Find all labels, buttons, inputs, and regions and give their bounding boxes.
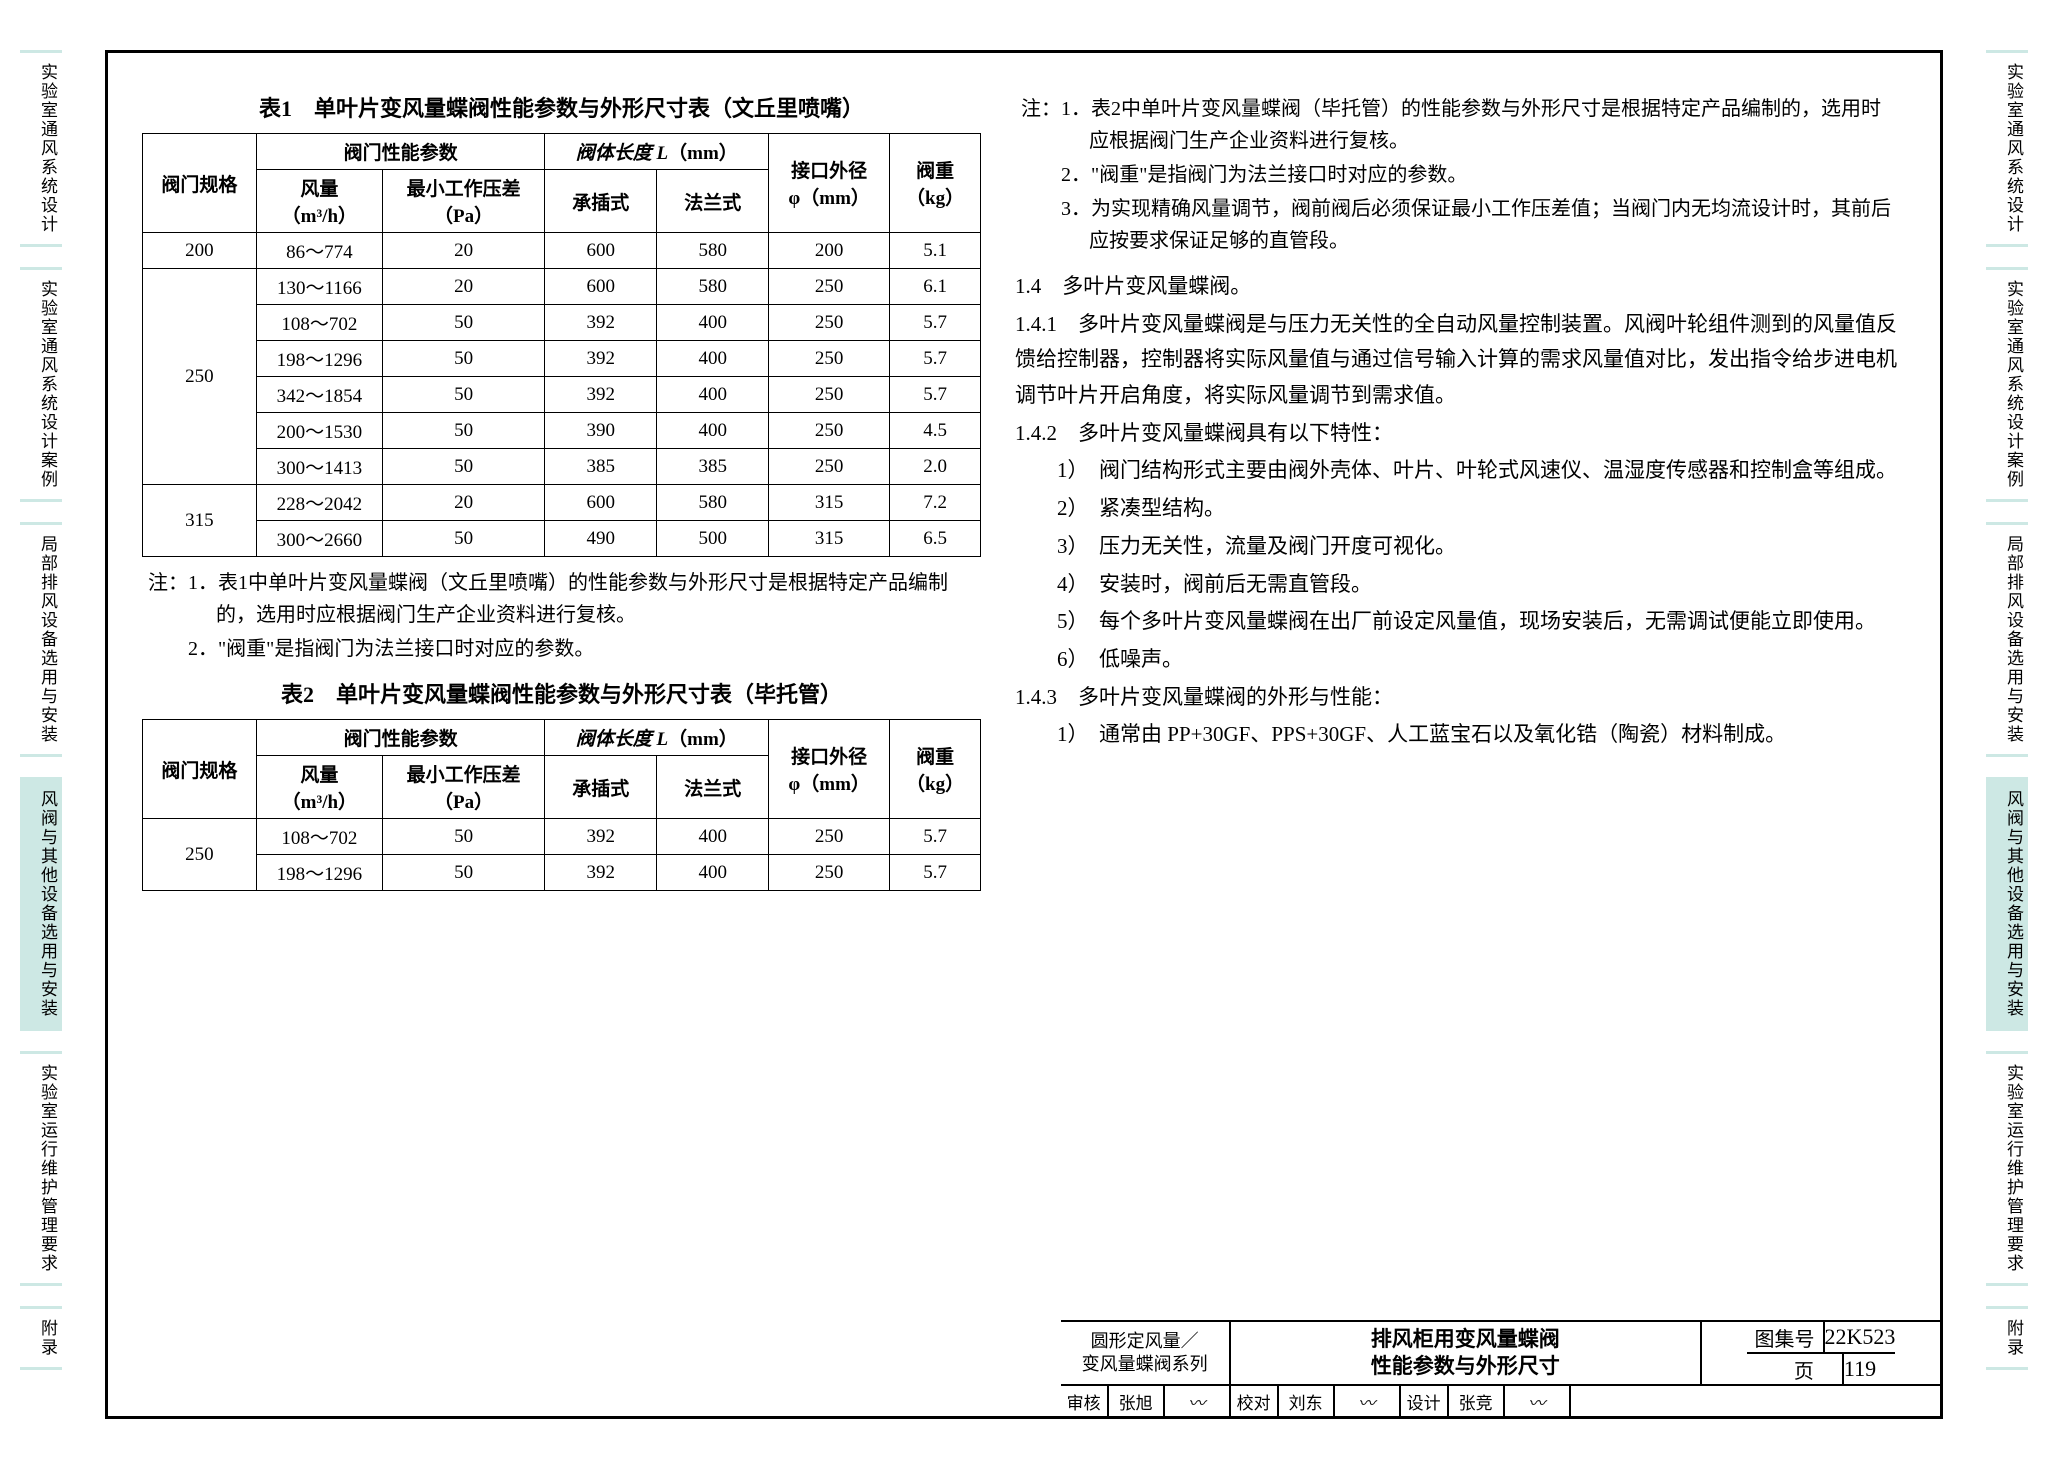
side-tab[interactable]: 附录	[1986, 1306, 2028, 1370]
body-paragraph: 1） 通常由 PP+30GF、PPS+30GF、人工蓝宝石以及氧化锆（陶瓷）材料…	[1015, 717, 1906, 753]
side-tab[interactable]: 实验室通风系统设计	[20, 50, 62, 247]
table-row: 108～702503924002505.7	[143, 305, 981, 341]
table-row: 198～1296503924002505.7	[143, 855, 981, 891]
atlas-label: 图集号	[1747, 1322, 1825, 1352]
side-tab[interactable]: 局部排风设备选用与安装	[20, 522, 62, 757]
body-paragraph: 6） 低噪声。	[1015, 642, 1906, 678]
note-line: 注：1．表1中单叶片变风量蝶阀（文丘里喷嘴）的性能参数与外形尺寸是根据特定产品编…	[216, 567, 975, 631]
tb-series: 圆形定风量／ 变风量蝶阀系列	[1061, 1322, 1231, 1384]
table1: 阀门规格阀门性能参数阀体长度 L（mm）接口外径 φ（mm）阀重 （kg）风量 …	[142, 133, 981, 557]
side-tabs-right: 实验室通风系统设计实验室通风系统设计案例局部排风设备选用与安装风阀与其他设备选用…	[1986, 50, 2028, 1390]
tb-sig-cell: 〰	[1165, 1386, 1231, 1416]
tb-sig-filler	[1571, 1386, 1940, 1416]
table-row: 20086～774206005802005.1	[143, 233, 981, 269]
tb-sig-cell: 刘东	[1279, 1386, 1335, 1416]
page-frame: 表1 单叶片变风量蝶阀性能参数与外形尺寸表（文丘里喷嘴） 阀门规格阀门性能参数阀…	[105, 50, 1943, 1419]
body-paragraph: 2） 紧凑型结构。	[1015, 491, 1906, 527]
side-tab[interactable]: 实验室通风系统设计	[1986, 50, 2028, 247]
body-paragraph: 1.4.2 多叶片变风量蝶阀具有以下特性：	[1015, 416, 1906, 452]
body-paragraph: 1.4.1 多叶片变风量蝶阀是与压力无关性的全自动风量控制装置。风阀叶轮组件测到…	[1015, 307, 1906, 414]
table-row: 200～1530503904002504.5	[143, 413, 981, 449]
side-tab[interactable]: 实验室通风系统设计案例	[20, 267, 62, 502]
body-paragraph: 5） 每个多叶片变风量蝶阀在出厂前设定风量值，现场安装后，无需调试便能立即使用。	[1015, 604, 1906, 640]
page-label: 页	[1766, 1354, 1844, 1384]
tb-sig-cell: 〰	[1335, 1386, 1401, 1416]
side-tab[interactable]: 实验室运行维护管理要求	[20, 1051, 62, 1286]
note-line: 2．"阀重"是指阀门为法兰接口时对应的参数。	[216, 633, 975, 665]
right-column: 注：1．表2中单叶片变风量蝶阀（毕托管）的性能参数与外形尺寸是根据特定产品编制的…	[1015, 83, 1906, 1308]
tb-sig-cell: 张竞	[1449, 1386, 1505, 1416]
side-tab[interactable]: 风阀与其他设备选用与安装	[20, 777, 62, 1031]
table-row: 342～1854503924002505.7	[143, 377, 981, 413]
side-tab[interactable]: 附录	[20, 1306, 62, 1370]
side-tab[interactable]: 实验室运行维护管理要求	[1986, 1051, 2028, 1286]
table-row: 315228～2042206005803157.2	[143, 485, 981, 521]
table2: 阀门规格阀门性能参数阀体长度 L（mm）接口外径 φ（mm）阀重 （kg）风量 …	[142, 719, 981, 891]
tb-signatures: 审核张旭〰校对刘东〰设计张竞〰	[1061, 1386, 1940, 1416]
left-column: 表1 单叶片变风量蝶阀性能参数与外形尺寸表（文丘里喷嘴） 阀门规格阀门性能参数阀…	[142, 83, 981, 1308]
table2-body: 250108～702503924002505.7198～129650392400…	[143, 819, 981, 891]
body-paragraph: 3） 压力无关性，流量及阀门开度可视化。	[1015, 529, 1906, 565]
table-row: 300～1413503853852502.0	[143, 449, 981, 485]
title-block: 圆形定风量／ 变风量蝶阀系列 排风柜用变风量蝶阀 性能参数与外形尺寸 图集号 2…	[1061, 1320, 1940, 1416]
tb-title: 排风柜用变风量蝶阀 性能参数与外形尺寸	[1231, 1322, 1702, 1384]
note-line: 3．为实现精确风量调节，阀前阀后必须保证最小工作压差值；当阀门内无均流设计时，其…	[1089, 193, 1900, 257]
table2-title: 表2 单叶片变风量蝶阀性能参数与外形尺寸表（毕托管）	[142, 677, 981, 709]
side-tab[interactable]: 风阀与其他设备选用与安装	[1986, 777, 2028, 1031]
table-row: 198～1296503924002505.7	[143, 341, 981, 377]
page-no: 119	[1844, 1354, 1876, 1384]
table1-title: 表1 单叶片变风量蝶阀性能参数与外形尺寸表（文丘里喷嘴）	[142, 91, 981, 123]
notes2: 注：1．表2中单叶片变风量蝶阀（毕托管）的性能参数与外形尺寸是根据特定产品编制的…	[1021, 93, 1900, 257]
table2-head: 阀门规格阀门性能参数阀体长度 L（mm）接口外径 φ（mm）阀重 （kg）风量 …	[143, 720, 981, 819]
tb-sig-cell: 〰	[1505, 1386, 1571, 1416]
table-row: 300～2660504905003156.5	[143, 521, 981, 557]
table-row: 250130～1166206005802506.1	[143, 269, 981, 305]
right-body-text: 1.4 多叶片变风量蝶阀。1.4.1 多叶片变风量蝶阀是与压力无关性的全自动风量…	[1015, 269, 1906, 753]
body-paragraph: 1.4 多叶片变风量蝶阀。	[1015, 269, 1906, 305]
tb-sig-cell: 张旭	[1109, 1386, 1165, 1416]
tb-sig-cell: 审核	[1061, 1386, 1109, 1416]
side-tabs-left: 实验室通风系统设计实验室通风系统设计案例局部排风设备选用与安装风阀与其他设备选用…	[20, 50, 62, 1390]
notes1: 注：1．表1中单叶片变风量蝶阀（文丘里喷嘴）的性能参数与外形尺寸是根据特定产品编…	[148, 567, 975, 665]
body-paragraph: 1） 阀门结构形式主要由阀外壳体、叶片、叶轮式风速仪、温湿度传感器和控制盒等组成…	[1015, 453, 1906, 489]
body-paragraph: 4） 安装时，阀前后无需直管段。	[1015, 567, 1906, 603]
table1-body: 20086～774206005802005.1250130～1166206005…	[143, 233, 981, 557]
side-tab[interactable]: 局部排风设备选用与安装	[1986, 522, 2028, 757]
tb-sig-cell: 校对	[1231, 1386, 1279, 1416]
body-paragraph: 1.4.3 多叶片变风量蝶阀的外形与性能：	[1015, 680, 1906, 716]
note-line: 2．"阀重"是指阀门为法兰接口时对应的参数。	[1089, 159, 1900, 191]
table1-head: 阀门规格阀门性能参数阀体长度 L（mm）接口外径 φ（mm）阀重 （kg）风量 …	[143, 134, 981, 233]
side-tab[interactable]: 实验室通风系统设计案例	[1986, 267, 2028, 502]
tb-sig-cell: 设计	[1401, 1386, 1449, 1416]
table-row: 250108～702503924002505.7	[143, 819, 981, 855]
note-line: 注：1．表2中单叶片变风量蝶阀（毕托管）的性能参数与外形尺寸是根据特定产品编制的…	[1089, 93, 1900, 157]
atlas-code: 22K523	[1825, 1322, 1896, 1352]
